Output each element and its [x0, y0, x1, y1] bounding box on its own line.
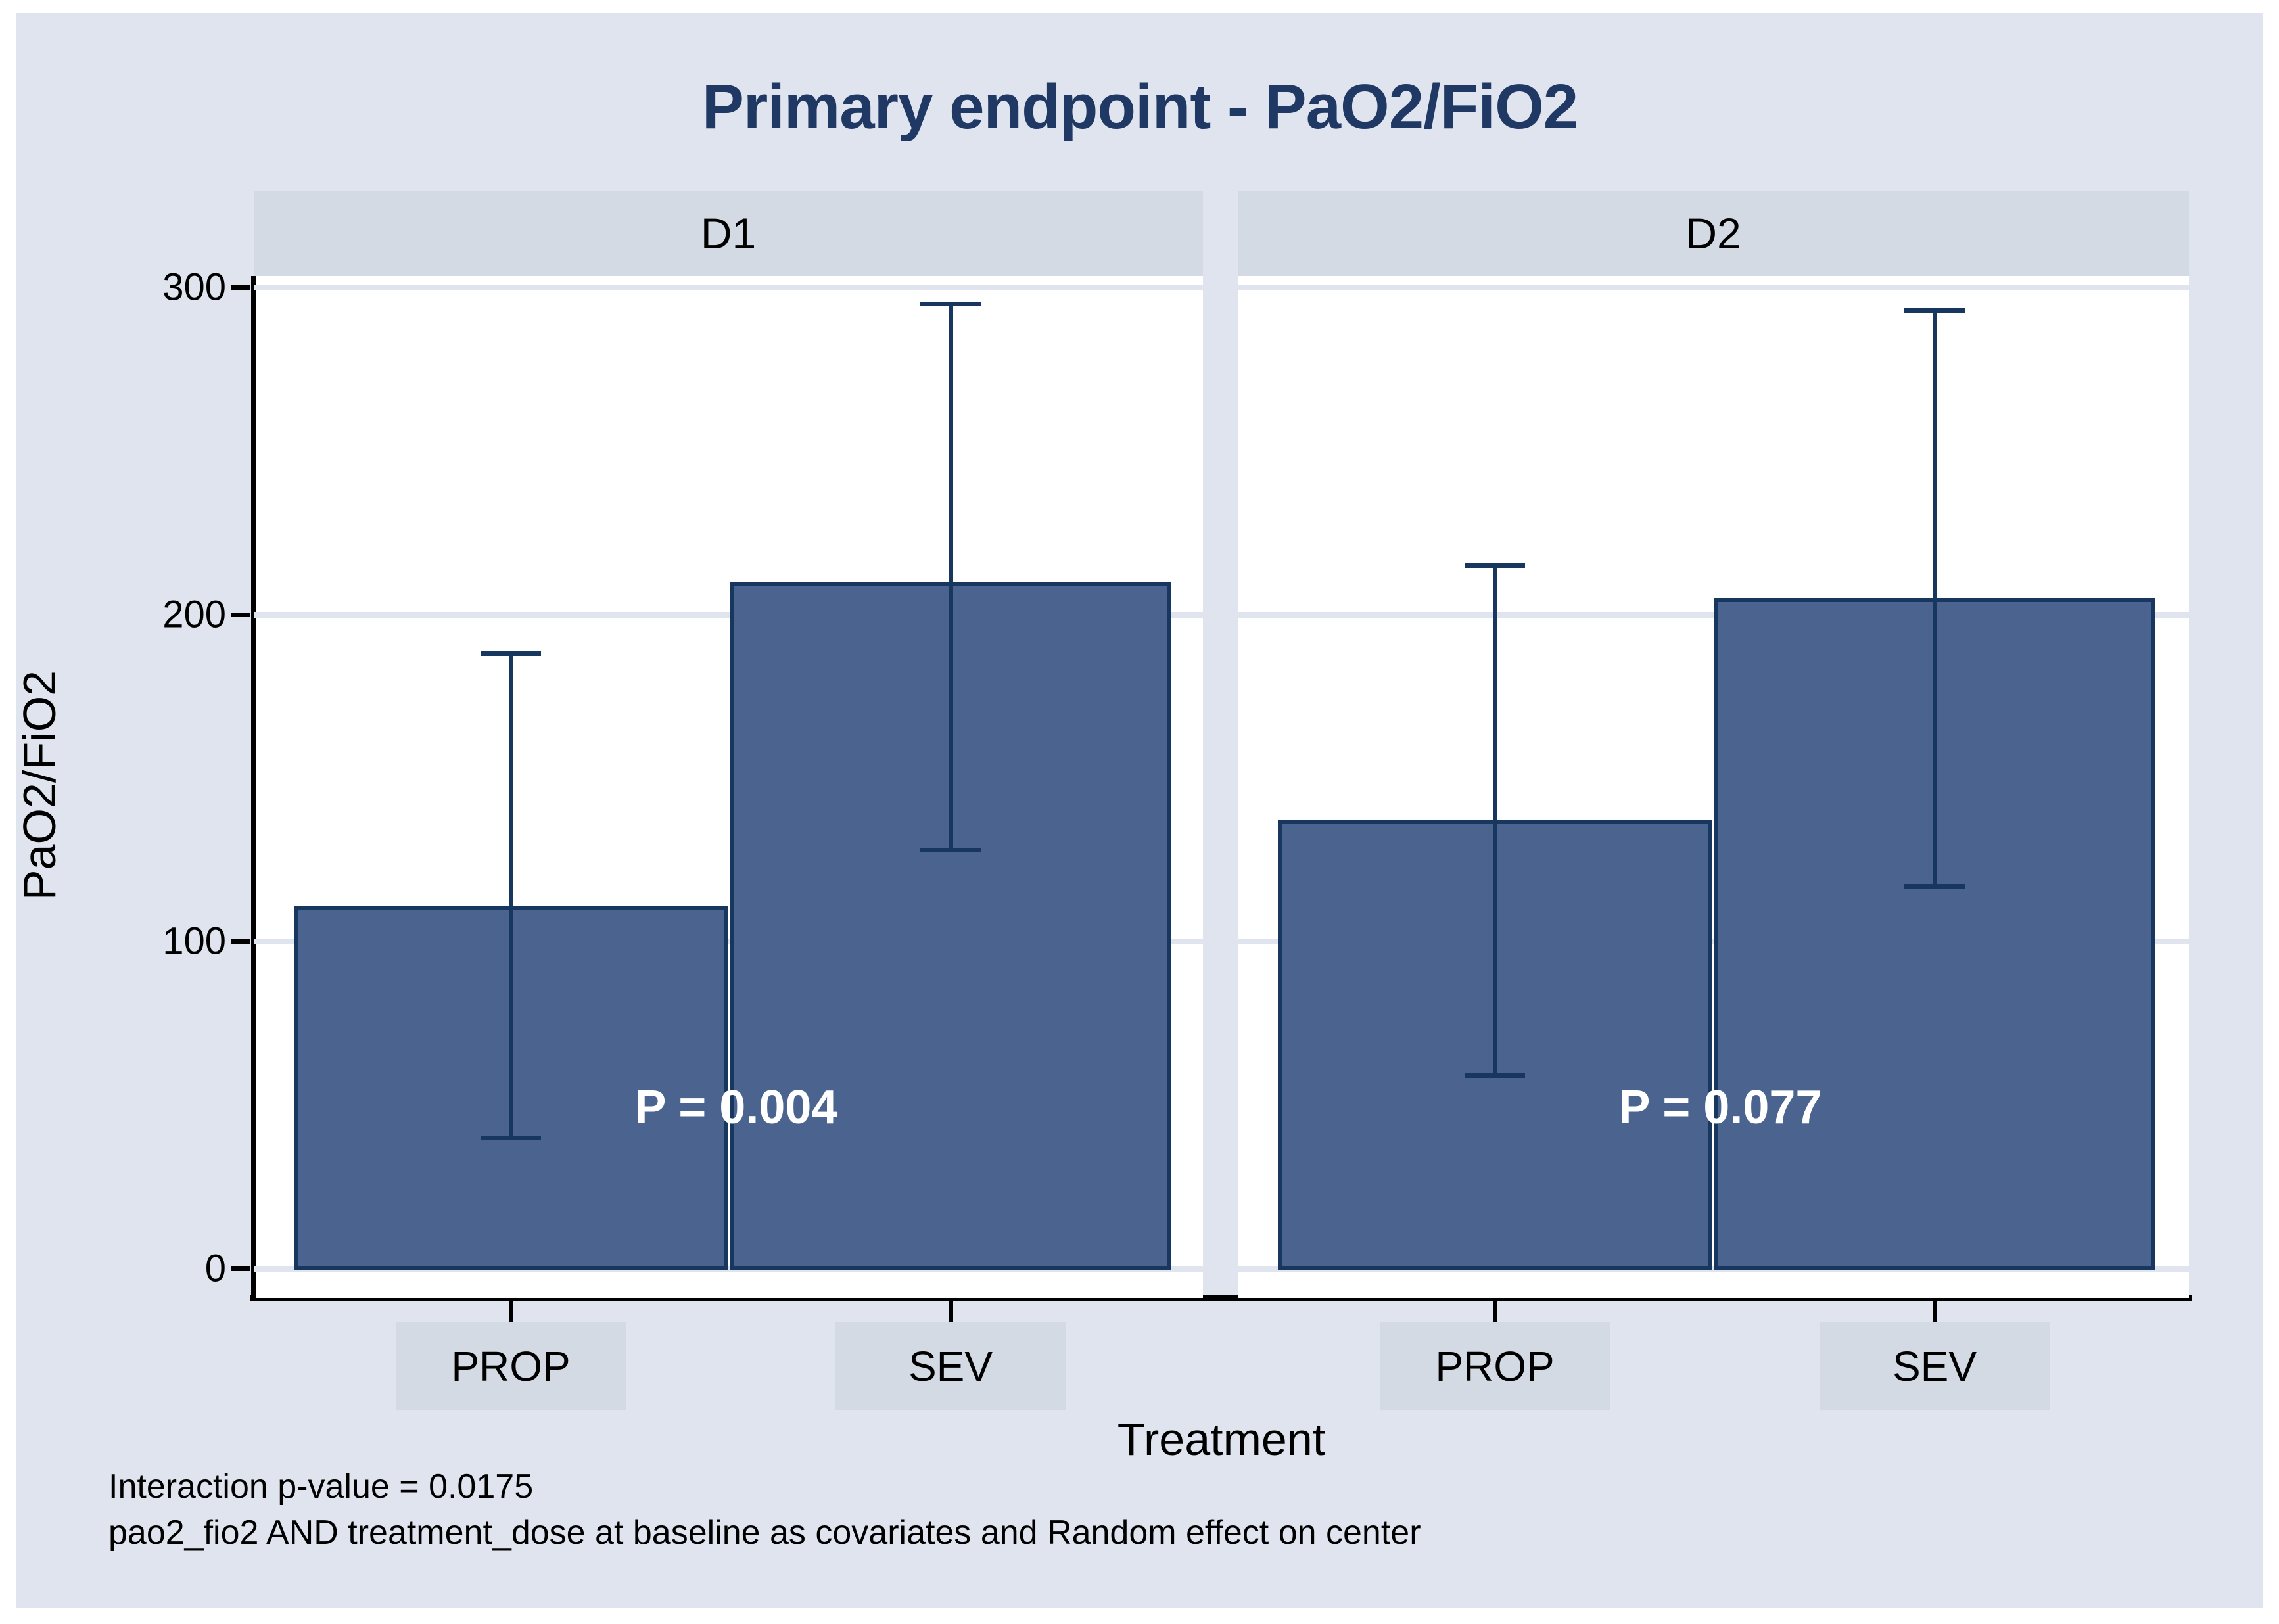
panel-header-label: D2: [1685, 209, 1741, 258]
x-tick-mark: [1492, 1301, 1497, 1322]
gridline-300: [1238, 285, 2189, 290]
error-bar-line-prop: [508, 653, 513, 1138]
x-tick-mark: [508, 1301, 513, 1322]
p-value-label: P = 0.077: [1618, 1081, 1822, 1134]
error-bar-cap-bottom: [920, 847, 981, 852]
panel-header: D2: [1238, 191, 2189, 276]
gridline-200: [254, 611, 1203, 618]
error-bar-cap-top: [1904, 308, 1965, 313]
error-bar-cap-top: [1465, 563, 1525, 568]
panel-plot: P = 0.004: [251, 276, 1203, 1298]
x-category-label-prop: PROP: [396, 1322, 626, 1410]
y-axis-line: [251, 276, 256, 1298]
error-bar-cap-top: [920, 301, 981, 306]
x-axis-line: [250, 1295, 2192, 1301]
y-tick-mark: [231, 939, 250, 944]
x-tick-mark: [1932, 1301, 1937, 1322]
y-tick-mark: [231, 1266, 250, 1271]
x-category-text: PROP: [1435, 1343, 1555, 1390]
footer-note-1: Interaction p-value = 0.0175: [108, 1468, 534, 1506]
error-bar-cap-bottom: [481, 1135, 541, 1140]
y-tick-label: 100: [162, 919, 226, 963]
gridline-300: [254, 285, 1203, 290]
panel-header-label: D1: [700, 209, 757, 258]
x-category-text: SEV: [1892, 1343, 1977, 1390]
x-category-label-sev: SEV: [835, 1322, 1066, 1410]
gridline-100: [254, 939, 1203, 945]
y-tick-label: 300: [162, 266, 226, 309]
chart-title: Primary endpoint - PaO2/FiO2: [701, 72, 1578, 142]
error-bar-line-prop: [1492, 565, 1497, 1076]
panel-plot: P = 0.077: [1238, 276, 2189, 1298]
y-tick-mark: [231, 612, 250, 617]
panel-header: D1: [254, 191, 1203, 276]
y-axis-title-text: PaO2/FiO2: [14, 670, 65, 901]
error-bar-cap-bottom: [1465, 1073, 1525, 1079]
gridline-200: [1238, 611, 2189, 618]
error-bar-cap-bottom: [1904, 883, 1965, 889]
gridline-100: [1238, 939, 2189, 945]
x-category-text: PROP: [451, 1343, 571, 1390]
y-tick-label: 0: [204, 1247, 226, 1290]
footer-note-2: pao2_fio2 AND treatment_dose at baseline…: [108, 1514, 1421, 1552]
y-tick-label: 200: [162, 593, 226, 636]
x-category-label-sev: SEV: [1820, 1322, 2050, 1410]
x-axis-title: Treatment: [1117, 1414, 1326, 1465]
gridline-0: [1238, 1266, 2189, 1272]
x-tick-mark: [948, 1301, 953, 1322]
error-bar-cap-top: [481, 651, 541, 657]
x-category-text: SEV: [908, 1343, 993, 1390]
p-value-label: P = 0.004: [634, 1081, 838, 1134]
gridline-0: [254, 1266, 1203, 1272]
error-bar-line-sev: [948, 303, 953, 850]
error-bar-line-sev: [1932, 310, 1937, 886]
x-category-label-prop: PROP: [1380, 1322, 1610, 1410]
y-tick-mark: [231, 285, 250, 290]
